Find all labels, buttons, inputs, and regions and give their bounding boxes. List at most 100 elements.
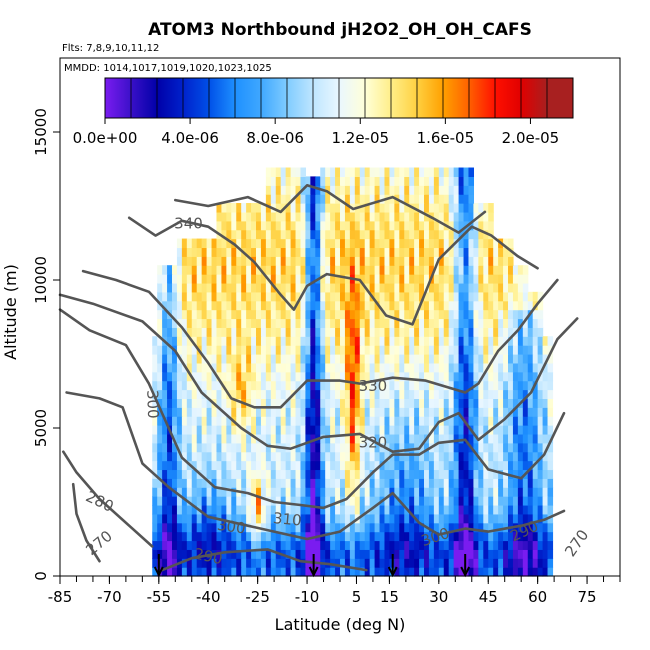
heatmap-cell bbox=[315, 478, 321, 488]
heatmap-cell bbox=[394, 380, 400, 391]
heatmap-cell bbox=[527, 496, 534, 506]
heatmap-cell bbox=[285, 478, 292, 488]
heatmap-cell bbox=[315, 220, 321, 231]
heatmap-cell bbox=[236, 211, 242, 222]
heatmap-cell bbox=[201, 540, 208, 550]
heatmap-cell bbox=[414, 389, 420, 399]
heatmap-cell bbox=[512, 460, 519, 471]
heatmap-cell bbox=[280, 336, 287, 346]
heatmap-cell bbox=[270, 416, 277, 426]
heatmap-cell bbox=[275, 362, 282, 373]
heatmap-cell bbox=[300, 549, 307, 559]
heatmap-cell bbox=[359, 496, 366, 506]
heatmap-cell bbox=[359, 460, 366, 471]
heatmap-cell bbox=[310, 309, 316, 320]
heatmap-cell bbox=[414, 194, 420, 204]
heatmap-cell bbox=[389, 504, 395, 515]
heatmap-cell bbox=[270, 247, 277, 257]
heatmap-cell bbox=[251, 309, 257, 320]
heatmap-cell bbox=[152, 442, 158, 453]
heatmap-cell bbox=[265, 167, 272, 177]
heatmap-cell bbox=[389, 522, 395, 533]
heatmap-cell bbox=[265, 318, 272, 328]
heatmap-cell bbox=[547, 558, 554, 568]
heatmap-cell bbox=[428, 487, 435, 497]
heatmap-cell bbox=[300, 247, 307, 257]
heatmap-cell bbox=[295, 451, 302, 462]
heatmap-cell bbox=[512, 345, 519, 355]
heatmap-cell bbox=[374, 256, 381, 266]
heatmap-cell bbox=[369, 442, 376, 453]
heatmap-cell bbox=[488, 362, 494, 373]
heatmap-cell bbox=[206, 504, 213, 515]
heatmap-cell bbox=[503, 309, 509, 320]
heatmap-cell bbox=[241, 229, 247, 240]
heatmap-cell bbox=[290, 407, 297, 417]
flights-label: Flts: 7,8,9,10,11,12 bbox=[62, 43, 159, 54]
heatmap-cell bbox=[424, 309, 430, 320]
heatmap-cell bbox=[275, 531, 282, 542]
heatmap-cell bbox=[483, 433, 489, 444]
heatmap-cell bbox=[260, 549, 267, 559]
heatmap-cell bbox=[369, 327, 376, 337]
heatmap-cell bbox=[493, 265, 499, 275]
heatmap-cell bbox=[315, 309, 321, 320]
heatmap-cell bbox=[414, 451, 420, 462]
heatmap-cell bbox=[414, 229, 420, 240]
heatmap-cell bbox=[315, 425, 321, 435]
heatmap-cell bbox=[468, 291, 475, 302]
heatmap-cell bbox=[493, 478, 499, 488]
heatmap-cell bbox=[389, 194, 395, 204]
heatmap-cell bbox=[201, 496, 208, 506]
heatmap-cell bbox=[310, 300, 316, 311]
heatmap-cell bbox=[364, 211, 371, 222]
colorbar-segment bbox=[235, 78, 262, 118]
heatmap-cell bbox=[399, 504, 405, 515]
heatmap-cell bbox=[260, 407, 267, 417]
heatmap-cell bbox=[369, 247, 376, 257]
heatmap-cell bbox=[542, 336, 549, 346]
heatmap-cell bbox=[428, 265, 435, 275]
heatmap-cell bbox=[359, 487, 366, 497]
heatmap-cell bbox=[537, 291, 544, 302]
heatmap-cell bbox=[246, 522, 252, 533]
heatmap-cell bbox=[508, 265, 514, 275]
heatmap-cell bbox=[463, 549, 470, 559]
heatmap-cell bbox=[453, 513, 460, 524]
heatmap-cell bbox=[330, 265, 336, 275]
heatmap-cell bbox=[315, 540, 321, 550]
heatmap-cell bbox=[453, 558, 460, 568]
heatmap-cell bbox=[221, 354, 227, 364]
heatmap-cell bbox=[241, 407, 247, 417]
heatmap-cell bbox=[260, 478, 267, 488]
contour-label: 320 bbox=[359, 433, 388, 451]
heatmap-cell bbox=[241, 478, 247, 488]
heatmap-cell bbox=[448, 282, 455, 293]
heatmap-cell bbox=[409, 425, 415, 435]
heatmap-cell bbox=[265, 451, 272, 462]
heatmap-cell bbox=[424, 300, 430, 311]
heatmap-cell bbox=[483, 362, 489, 373]
heatmap-cell bbox=[537, 469, 544, 479]
heatmap-cell bbox=[335, 389, 341, 399]
heatmap-cell bbox=[493, 318, 499, 328]
heatmap-cell bbox=[542, 398, 549, 408]
heatmap-cell bbox=[488, 327, 494, 337]
heatmap-cell bbox=[364, 425, 371, 435]
heatmap-cell bbox=[340, 291, 346, 302]
heatmap-cell bbox=[251, 398, 257, 408]
heatmap-cell bbox=[493, 389, 499, 399]
heatmap-cell bbox=[547, 389, 554, 399]
heatmap-cell bbox=[251, 558, 257, 568]
heatmap-cell bbox=[433, 416, 440, 426]
heatmap-cell bbox=[181, 451, 188, 462]
heatmap-cell bbox=[369, 460, 376, 471]
heatmap-cell bbox=[522, 389, 529, 399]
heatmap-cell bbox=[364, 504, 371, 515]
heatmap-cell bbox=[236, 380, 242, 391]
heatmap-cell bbox=[448, 451, 455, 462]
heatmap-cell bbox=[458, 478, 465, 488]
heatmap-cell bbox=[364, 540, 371, 550]
heatmap-cell bbox=[335, 167, 341, 177]
heatmap-cell bbox=[310, 513, 316, 524]
